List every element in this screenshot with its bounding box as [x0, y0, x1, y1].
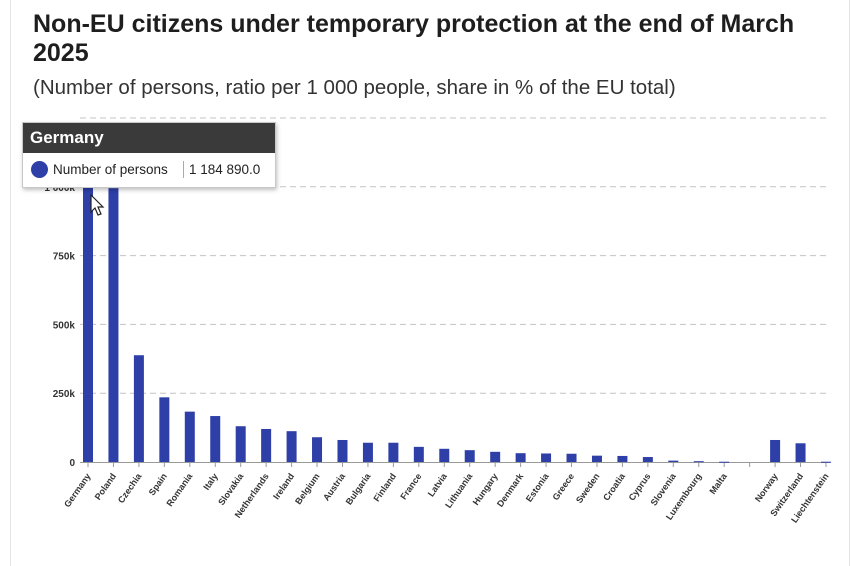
- bar: [108, 188, 119, 462]
- x-tick-label: Sweden: [574, 471, 602, 505]
- bar: [337, 439, 348, 462]
- chart-title: Non-EU citizens under temporary protecti…: [33, 10, 795, 67]
- tooltip-row: Number of persons 1 184 890.0: [23, 153, 275, 186]
- x-tick-label: Italy: [201, 471, 220, 491]
- y-tick-label: 250k: [53, 389, 76, 400]
- x-tick-label: Malta: [707, 471, 729, 496]
- bar: [83, 135, 93, 462]
- tooltip-title: Germany: [23, 123, 275, 153]
- bar: [591, 455, 602, 462]
- x-tick-label: Estonia: [524, 471, 551, 504]
- x-tick-label: Denmark: [495, 471, 526, 509]
- bar: [515, 453, 526, 462]
- tooltip-value: 1 184 890.0: [189, 162, 261, 177]
- tooltip: Germany Number of persons 1 184 890.0: [22, 122, 276, 188]
- bar: [439, 448, 450, 462]
- bar: [210, 416, 221, 462]
- x-tick-label: France: [398, 471, 423, 501]
- x-tick-label: Croatia: [601, 471, 628, 503]
- bar: [133, 355, 144, 462]
- x-tick-label: Latvia: [426, 471, 450, 499]
- x-tick-label: Cyprus: [627, 471, 653, 502]
- bar: [795, 443, 806, 462]
- x-tick-label: Bulgaria: [344, 471, 373, 507]
- x-tick-label: Poland: [93, 471, 118, 501]
- y-tick-label: 750k: [53, 252, 76, 263]
- mouse-pointer-icon: [90, 194, 105, 216]
- x-tick-label: Spain: [147, 471, 169, 497]
- tooltip-series-label: Number of persons: [53, 162, 168, 177]
- bar: [235, 426, 246, 462]
- bar: [617, 455, 628, 462]
- bar: [490, 451, 501, 462]
- y-tick-label: 1 000k: [44, 183, 75, 194]
- y-tick-label: 500k: [53, 320, 76, 331]
- bar: [668, 460, 679, 462]
- bar: [388, 442, 399, 462]
- bar: [642, 457, 653, 462]
- bar: [413, 446, 424, 462]
- bar: [541, 453, 552, 462]
- x-tick-label: Finland: [371, 471, 398, 503]
- bar: [286, 431, 297, 462]
- series-marker-icon: [31, 161, 48, 178]
- bar: [719, 461, 730, 463]
- bar: [362, 442, 373, 462]
- bar: [159, 397, 170, 462]
- bar: [312, 437, 323, 462]
- tooltip-separator: [183, 161, 184, 178]
- bar: [261, 428, 272, 462]
- x-tick-label: Norway: [753, 471, 780, 503]
- bar: [693, 461, 704, 463]
- x-tick-label: Belgium: [293, 471, 322, 506]
- bar: [184, 411, 195, 462]
- x-tick-label: Austria: [321, 471, 348, 503]
- bar: [566, 453, 577, 462]
- chart-subtitle: (Number of persons, ratio per 1 000 peop…: [33, 76, 676, 99]
- x-tick-label: Ireland: [271, 471, 296, 501]
- bar: [821, 461, 831, 463]
- x-tick-label: Romania: [164, 471, 195, 509]
- x-tick-label: Czechia: [116, 471, 144, 505]
- y-tick-label: 0: [69, 458, 75, 469]
- bar: [464, 450, 475, 462]
- bar: [770, 439, 781, 462]
- x-tick-label: Greece: [550, 471, 576, 502]
- x-tick-label: Germany: [62, 471, 93, 509]
